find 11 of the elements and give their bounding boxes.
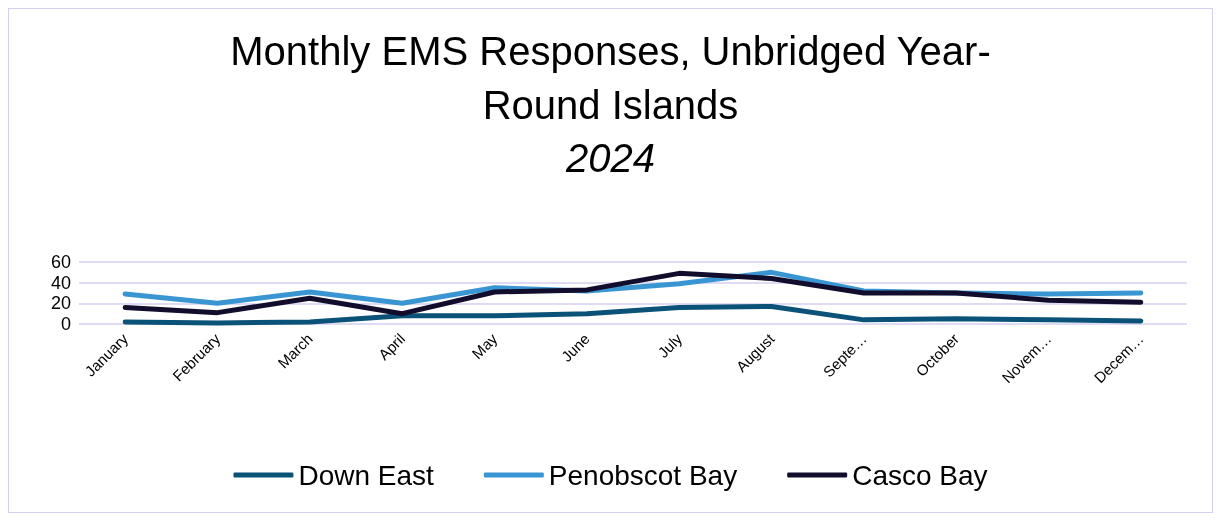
legend-label: Casco Bay (852, 459, 988, 491)
legend-label: Down East (298, 459, 435, 491)
chart-subtitle: 2024 (565, 136, 655, 180)
x-tick-label: May (468, 329, 501, 363)
chart-title: Monthly EMS Responses, Unbridged Year- Round Islands (230, 29, 991, 127)
y-tick-label: 0 (60, 314, 71, 334)
x-tick-label: July (654, 329, 686, 361)
y-tick-label: 40 (50, 272, 71, 293)
y-tick-label: 60 (50, 252, 71, 272)
legend-label: Penobscot Bay (548, 459, 738, 491)
y-tick-label: 20 (50, 293, 71, 314)
